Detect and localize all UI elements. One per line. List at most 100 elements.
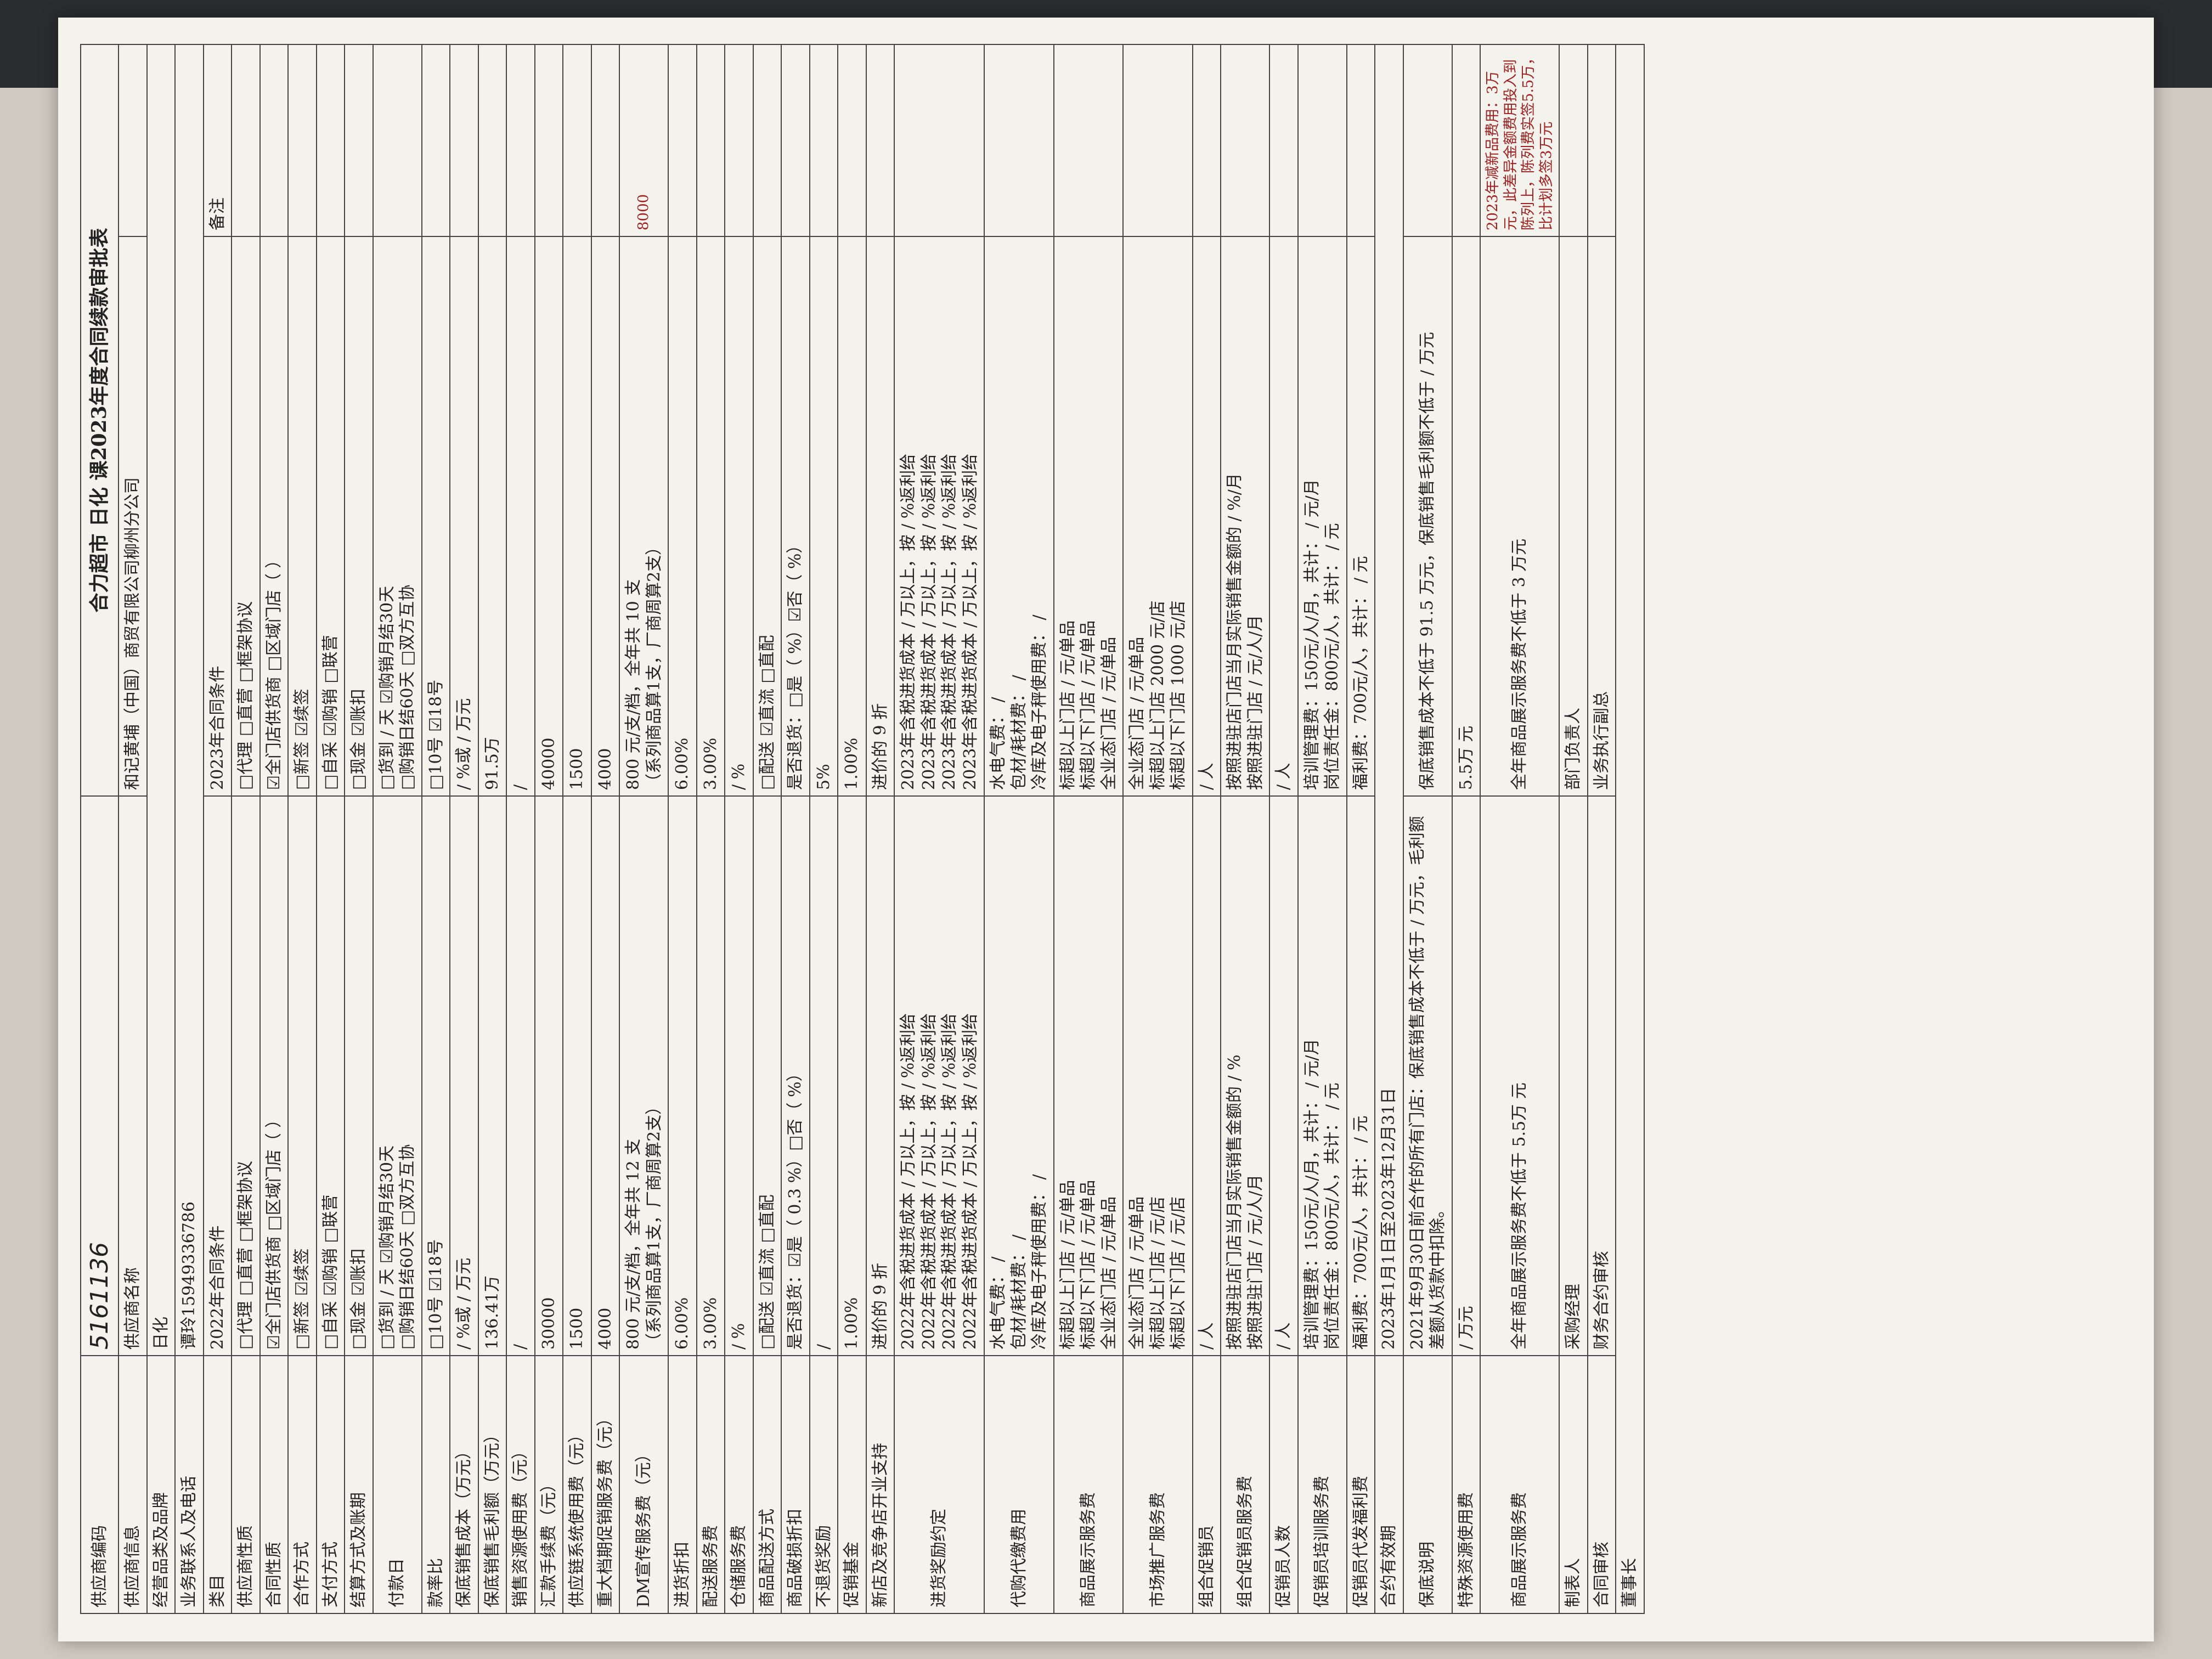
cell: / %或 / 万元	[450, 236, 478, 796]
cell: / 万元	[1452, 796, 1480, 1356]
form-row: 类目 2022年合同条件 2023年合同条件 备注	[203, 44, 232, 1613]
form-row: 结算方式及账期 □现金 ☑账扣 □现金 ☑账扣	[345, 44, 373, 1613]
empty-cell	[1192, 44, 1221, 236]
form-row: 支付方式 □自采 ☑购销 □联营 □自采 ☑购销 □联营	[316, 44, 345, 1613]
cell: 部门负责人	[1559, 236, 1588, 796]
empty-cell	[450, 44, 478, 236]
row-label: 配送服务费	[696, 1356, 725, 1613]
cell: 进价的 9 折	[866, 236, 894, 796]
cell: 培训管理费：150元/人/月，共计： / 元/月 岗位责任金：800元/人，共计…	[1297, 796, 1347, 1356]
cell: 2023年含税进货成本 / 万以上，按 / %返利给 2023年含税进货成本 /…	[894, 236, 984, 796]
form-row: 制表人 采购经理 部门负责人	[1559, 44, 1588, 1613]
cell: 2021年9月30日前合作的所有门店：保底销售成本不低于 / 万元，毛利额差额从…	[1403, 796, 1452, 1356]
row-label: 进货折扣	[668, 1356, 697, 1613]
cell: 91.5万	[478, 236, 506, 796]
empty-cell	[1559, 44, 1588, 236]
cell: 6.00%	[668, 236, 697, 796]
empty-cell	[1452, 44, 1480, 236]
cell: 按照进驻店门店当月实际销售金额的 / % 按照进驻门店 / 元/人/月	[1221, 796, 1269, 1356]
row-label: 业务联系人及电话	[175, 1356, 204, 1613]
empty-cell	[668, 44, 697, 236]
row-label: DM宣传服务费（元）	[619, 1356, 668, 1613]
row-label: 保底说明	[1403, 1356, 1452, 1613]
form-row: 保底销售成本（万元） / %或 / 万元 / %或 / 万元	[450, 44, 478, 1613]
cell: 进价的 9 折	[866, 796, 894, 1356]
row-label: 经营品类及品牌	[146, 1356, 175, 1613]
form-row: 经营品类及品牌 日化	[146, 44, 175, 1613]
empty-cell	[316, 44, 345, 236]
cell: ☑全门店供货商 □区域门店（ ）	[259, 796, 288, 1356]
cell: 全业态门店 / 元/单品 标超以上门店 2000 元/店 标超以下门店 1000…	[1123, 236, 1193, 796]
cell: 5.5万 元	[1452, 236, 1480, 796]
form-paper: 供应商编码 5161136 合力超市 日化 课2023年度合同续款审批表 供应商…	[58, 18, 2154, 1641]
cell: □10号 ☑18号	[421, 236, 450, 796]
empty-cell	[1123, 44, 1193, 236]
row-label: 仓储服务费	[725, 1356, 753, 1613]
row-label: 促销基金	[838, 1356, 866, 1613]
form-row: 不退货奖励/5%	[809, 44, 838, 1613]
row-label: 供应商信息	[119, 1356, 147, 1613]
cell: 4000	[591, 796, 619, 1356]
supplier-code: 5161136	[81, 796, 119, 1356]
empty-cell	[373, 44, 422, 236]
cell: / 人	[1269, 236, 1298, 796]
row-label: 商品展示服务费	[1053, 1356, 1123, 1613]
remark-cell: 2023年减新品费用：3万元，此差异金额费用投入到陈列上，陈列费实签5.5万，比…	[1480, 44, 1559, 236]
form-row: 商品破损折扣 是否退货：☑是（ 0.3 %）□否（ %） 是否退货：□是（ %）☑否…	[781, 44, 810, 1613]
form-row: 重大档期促销服务费（元） 4000 4000	[591, 44, 619, 1613]
empty-cell	[781, 44, 810, 236]
form-row: 董事长	[1616, 44, 1644, 1613]
row-label: 促销员代发福利费	[1346, 1356, 1375, 1613]
form-row: 商品配送方式 □配送 ☑直流 □直配 □配送 ☑直流 □直配	[753, 44, 781, 1613]
row-label: 合作方式	[288, 1356, 317, 1613]
cell: 采购经理	[1559, 796, 1588, 1356]
cell: □货到 / 天 ☑购销月结30天 □购销日结60天 □双方互协	[373, 236, 422, 796]
cell: 水电气费： / 包材/耗材费： / 冷库及电子秤使用费： /	[984, 796, 1054, 1356]
empty-cell	[534, 44, 563, 236]
cell: 136.41万	[478, 796, 506, 1356]
cell: □代理 □直营 □框架协议	[232, 796, 260, 1356]
row-label: 制表人	[1559, 1356, 1588, 1613]
cell: / 人	[1192, 796, 1221, 1356]
empty-cell	[506, 44, 535, 236]
cell: 全年商品展示服务费不低于 5.5万 元	[1480, 796, 1559, 1356]
empty-cell	[259, 44, 288, 236]
form-row: 新店及竞争店开业支持 进价的 9 折进价的 9 折	[866, 44, 894, 1613]
empty-cell	[288, 44, 317, 236]
cell: 全年商品展示服务费不低于 3 万元	[1480, 236, 1559, 796]
empty-cell	[421, 44, 450, 236]
form-row: 促销员人数 / 人 / 人	[1269, 44, 1298, 1613]
cell: 2022年含税进货成本 / 万以上，按 / %返利给 2022年含税进货成本 /…	[894, 796, 984, 1356]
cell: 3.00%	[696, 236, 725, 796]
cell: 800 元/支/档，全年共 10 支 （系列商品算1支，厂商周算2支）	[619, 236, 668, 796]
empty-cell	[894, 44, 984, 236]
cell: □自采 ☑购销 □联营	[316, 236, 345, 796]
cell: /	[506, 796, 535, 1356]
row-label: 市场推广服务费	[1123, 1356, 1193, 1613]
row-label: 汇款手续费（元）	[534, 1356, 563, 1613]
cell: 1.00%	[838, 236, 866, 796]
cell: 5%	[809, 236, 838, 796]
cell: 40000	[534, 236, 563, 796]
cell: 标超以上门店 / 元/单品 标超以下门店 / 元/单品 全业态门店 / 元/单品	[1053, 236, 1123, 796]
form-row: 供应链系统使用费（元） 1500 1500	[563, 44, 591, 1613]
cell: □新签 ☑续签	[288, 236, 317, 796]
row-label: 保底销售毛利额（万元）	[478, 1356, 506, 1613]
row-label: 促销员人数	[1269, 1356, 1298, 1613]
cell: 和记黄埔（中国）商贸有限公司柳州分公司	[119, 236, 147, 796]
cell: 按照进驻店门店当月实际销售金额的 / %/月 按照进驻门店 / 元/人/月	[1221, 236, 1269, 796]
cell: 是否退货：□是（ %）☑否（ %）	[781, 236, 810, 796]
form-row: 款率比 □10号 ☑18号 □10号 ☑18号	[421, 44, 450, 1613]
row-label: 商品展示服务费	[1480, 1356, 1559, 1613]
remark-cell: 8000	[619, 44, 668, 236]
remark-cell: 备注	[203, 44, 232, 236]
form-row: 合约有效期 2023年1月1日至2023年12月31日	[1375, 44, 1403, 1613]
form-row: 合同性质 ☑全门店供货商 □区域门店（ ） ☑全门店供货商 □区域门店（ ）	[259, 44, 288, 1613]
form-row: 仓储服务费 / % / %	[725, 44, 753, 1613]
empty-cell	[809, 44, 838, 236]
row-label: 供应商性质	[232, 1356, 260, 1613]
cell: 保底销售成本不低于 91.5 万元，保底销售毛利额不低于 / 万元	[1403, 236, 1452, 796]
form-row: 销售资源使用费（元） / /	[506, 44, 535, 1613]
row-label: 不退货奖励	[809, 1356, 838, 1613]
cell: 30000	[534, 796, 563, 1356]
